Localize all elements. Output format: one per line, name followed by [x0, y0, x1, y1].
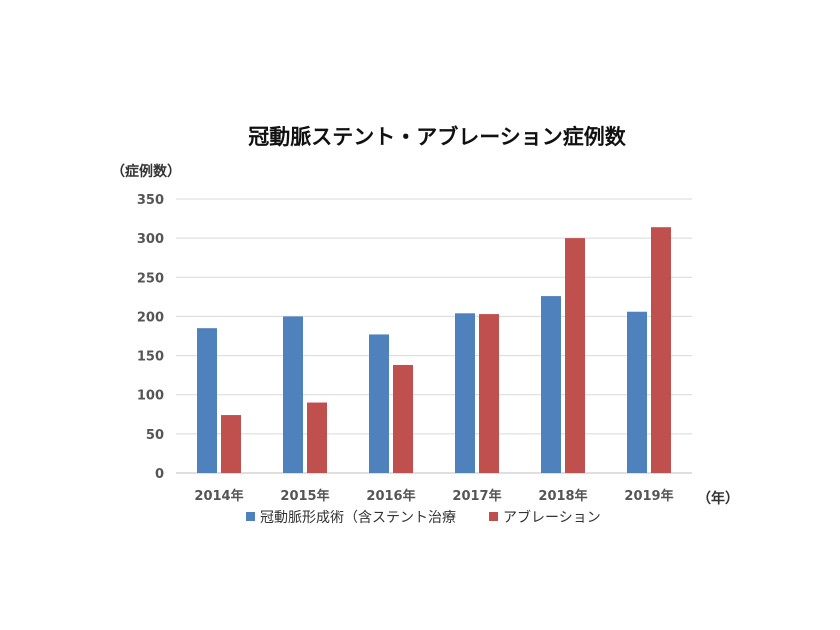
x-axis-categories: 2014年 2015年 2016年 2017年 2018年 2019年 [194, 488, 673, 504]
bar-pci [197, 328, 217, 473]
y-tick-label: 50 [146, 428, 164, 443]
legend-label: 冠動脈形成術（含ステント治療 [260, 509, 456, 526]
y-tick-label: 100 [137, 389, 164, 404]
chart-title: 冠動脈ステント・アブレーション症例数 [248, 125, 627, 149]
x-category-label: 2016年 [366, 488, 415, 504]
bar-ablation [565, 238, 585, 473]
bar-pci [369, 334, 389, 473]
y-tick-label: 150 [137, 350, 164, 365]
x-axis-unit-label: （年） [697, 490, 739, 507]
y-axis-unit-label: （症例数） [111, 163, 181, 180]
y-tick-label: 250 [137, 271, 164, 286]
bar-ablation [307, 402, 327, 473]
y-tick-label: 350 [137, 193, 164, 208]
gridlines [176, 198, 692, 474]
x-category-label: 2019年 [624, 488, 673, 504]
bars [197, 227, 671, 473]
bar-ablation [651, 227, 671, 473]
bar-pci [541, 296, 561, 473]
bar-pci [627, 311, 647, 473]
x-category-label: 2014年 [194, 488, 243, 504]
bar-ablation [393, 364, 413, 473]
y-tick-label: 300 [137, 232, 164, 247]
legend: 冠動脈形成術（含ステント治療 アブレーション [246, 509, 601, 526]
bar-ablation [479, 314, 499, 473]
bar-pci [455, 313, 475, 473]
bar-pci [283, 316, 303, 473]
legend-swatch [489, 512, 498, 521]
x-category-label: 2018年 [538, 488, 587, 504]
y-axis-ticks: 0 50 100 150 200 250 300 350 [137, 193, 164, 482]
x-category-label: 2015年 [280, 488, 329, 504]
legend-label: アブレーション [503, 509, 601, 526]
y-tick-label: 0 [155, 467, 164, 482]
bar-ablation [221, 415, 241, 473]
legend-swatch [246, 512, 255, 521]
y-tick-label: 200 [137, 310, 164, 325]
x-category-label: 2017年 [452, 488, 501, 504]
